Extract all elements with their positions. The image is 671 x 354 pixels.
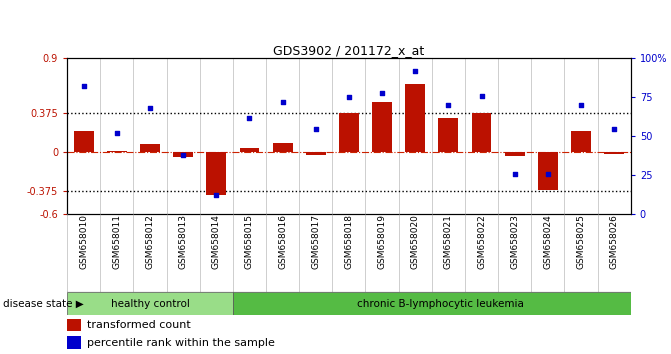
Text: transformed count: transformed count <box>87 320 191 330</box>
Point <box>178 152 189 158</box>
Point <box>277 99 288 105</box>
Text: GSM658022: GSM658022 <box>477 214 486 269</box>
Text: GSM658010: GSM658010 <box>79 214 88 269</box>
Point <box>476 93 487 99</box>
Bar <box>207 152 226 195</box>
Bar <box>272 143 293 152</box>
Text: GSM658020: GSM658020 <box>411 214 420 269</box>
Point <box>211 193 221 198</box>
Bar <box>67 292 233 315</box>
Text: percentile rank within the sample: percentile rank within the sample <box>87 338 274 348</box>
Bar <box>140 144 160 152</box>
Point <box>244 115 255 120</box>
Point <box>344 95 354 100</box>
Bar <box>306 152 325 155</box>
Bar <box>67 336 81 349</box>
Point <box>443 102 454 108</box>
Text: GSM658011: GSM658011 <box>112 214 121 269</box>
Bar <box>472 113 491 152</box>
Bar <box>438 118 458 152</box>
Bar <box>173 152 193 157</box>
Text: GSM658012: GSM658012 <box>146 214 154 269</box>
Bar <box>571 131 591 152</box>
Bar <box>538 152 558 190</box>
Text: GSM658013: GSM658013 <box>178 214 188 269</box>
Title: GDS3902 / 201172_x_at: GDS3902 / 201172_x_at <box>273 44 425 57</box>
Text: GSM658015: GSM658015 <box>245 214 254 269</box>
Point <box>609 126 619 131</box>
Text: GSM658026: GSM658026 <box>610 214 619 269</box>
Bar <box>372 102 392 152</box>
Point <box>79 84 89 89</box>
Text: GSM658014: GSM658014 <box>212 214 221 269</box>
Point <box>111 130 122 136</box>
Text: GSM658025: GSM658025 <box>576 214 586 269</box>
Point <box>576 102 586 108</box>
Text: healthy control: healthy control <box>111 298 189 309</box>
Bar <box>240 148 260 152</box>
Text: GSM658024: GSM658024 <box>544 214 552 269</box>
Text: GSM658019: GSM658019 <box>378 214 386 269</box>
Text: GSM658016: GSM658016 <box>278 214 287 269</box>
Bar <box>505 152 525 156</box>
Text: GSM658021: GSM658021 <box>444 214 453 269</box>
Point <box>542 171 553 177</box>
Text: GSM658023: GSM658023 <box>510 214 519 269</box>
Text: disease state ▶: disease state ▶ <box>3 298 84 309</box>
Text: GSM658018: GSM658018 <box>344 214 354 269</box>
Bar <box>339 113 359 152</box>
Bar <box>405 84 425 152</box>
Bar <box>107 151 127 152</box>
Text: GSM658017: GSM658017 <box>311 214 320 269</box>
Point <box>509 171 520 177</box>
Text: chronic B-lymphocytic leukemia: chronic B-lymphocytic leukemia <box>357 298 523 309</box>
Point <box>376 90 387 96</box>
Point <box>311 126 321 131</box>
Bar <box>74 131 94 152</box>
Bar <box>604 152 624 154</box>
Point <box>410 68 421 74</box>
Bar <box>67 319 81 331</box>
Point <box>145 105 156 111</box>
